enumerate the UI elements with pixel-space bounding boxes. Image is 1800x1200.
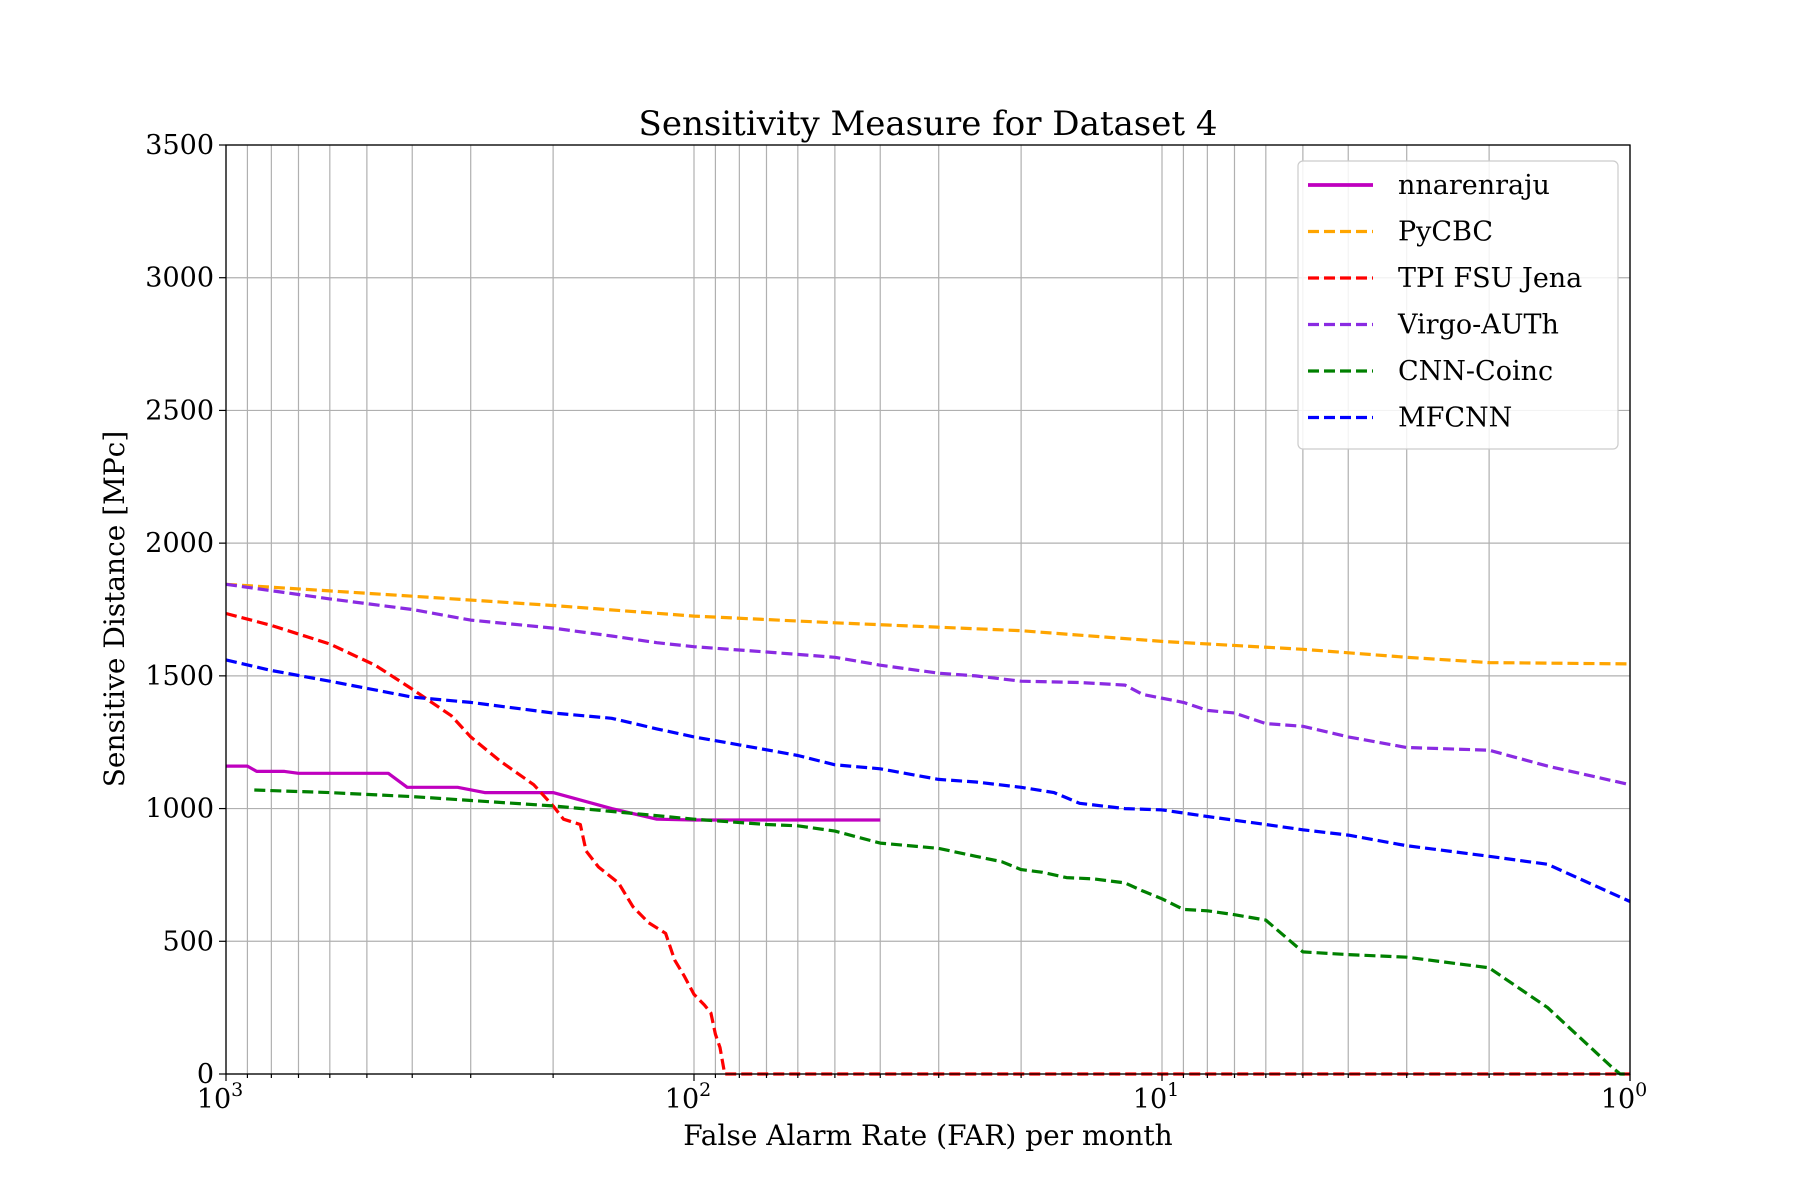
y-tick-label: 0 bbox=[197, 1059, 214, 1090]
series-line-mfcnn bbox=[225, 658, 1631, 903]
x-tick-label: 103 bbox=[197, 1079, 243, 1115]
y-axis-label: Sensitive Distance [MPc] bbox=[98, 431, 131, 788]
series-line-nnarenraju bbox=[226, 764, 881, 822]
series-line-pycbc bbox=[225, 582, 1631, 666]
legend-label: TPI FSU Jena bbox=[1398, 263, 1582, 294]
chart-title: Sensitivity Measure for Dataset 4 bbox=[639, 104, 1218, 144]
x-tick-label: 100 bbox=[1601, 1079, 1647, 1115]
y-tick-label: 500 bbox=[162, 926, 214, 957]
legend-label: PyCBC bbox=[1398, 217, 1493, 248]
x-tick-label: 102 bbox=[665, 1079, 711, 1115]
plot-frame bbox=[225, 144, 1631, 1075]
x-axis-label: False Alarm Rate (FAR) per month bbox=[683, 1119, 1172, 1152]
grid bbox=[225, 144, 1631, 1075]
legend-label: Virgo-AUTh bbox=[1397, 310, 1559, 341]
y-tick-label: 3000 bbox=[145, 263, 214, 294]
y-tick-label: 2500 bbox=[145, 395, 214, 426]
legend-label: CNN-Coinc bbox=[1398, 356, 1553, 387]
y-tick-label: 1000 bbox=[145, 794, 214, 825]
series-lines bbox=[225, 582, 1631, 1076]
legend-label: MFCNN bbox=[1398, 403, 1512, 434]
y-tick-label: 3500 bbox=[145, 130, 214, 161]
series-line-tpi-fsu-jena bbox=[225, 611, 1630, 1076]
y-tick-label: 2000 bbox=[145, 528, 214, 559]
legend: nnarenraju PyCBC TPI FSU Jena Virgo-AUTh CNN… bbox=[1297, 160, 1619, 450]
series-line-virgo-auth bbox=[225, 582, 1631, 787]
series-line-cnn-coinc bbox=[254, 788, 1630, 1076]
legend-label: nnarenraju bbox=[1398, 170, 1550, 201]
y-tick-label: 1500 bbox=[145, 661, 214, 692]
legend-frame bbox=[1297, 160, 1619, 450]
axis-ticks: 0 500 1000 1500 2000 2500 3000 3500 103 102 101 100 bbox=[145, 130, 1647, 1115]
x-tick-label: 101 bbox=[1133, 1079, 1179, 1115]
